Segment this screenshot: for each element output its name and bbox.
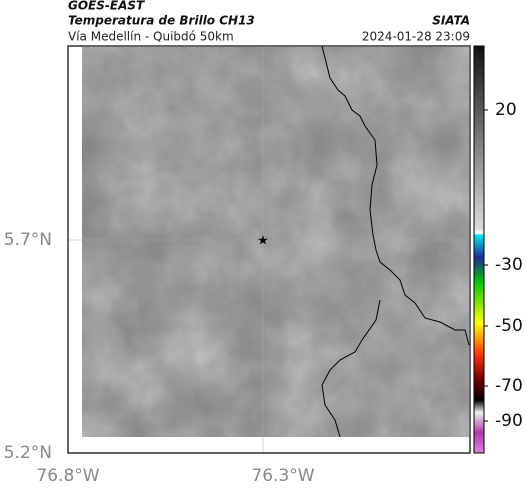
product: GOES-EAST	[68, 0, 145, 13]
map-frame	[67, 45, 471, 454]
colorbar-tick-label: -90	[495, 411, 523, 431]
location-marker: ★	[257, 234, 269, 249]
labels: 5.7°N 5.2°N 76.8°W 76.3°W 20 -30 -50 -70 -90	[4, 100, 523, 486]
colorbar-tick-label: -50	[495, 316, 523, 336]
lat-tick-label: 5.2°N	[4, 443, 52, 463]
region: Vía Medellín - Quibdó 50km	[68, 30, 234, 44]
lat-tick-label: 5.7°N	[4, 230, 52, 250]
variable: Temperatura de Brillo CH13	[68, 14, 255, 28]
boundary	[321, 45, 470, 438]
colorbar	[473, 45, 485, 454]
lon-tick-label: 76.3°W	[251, 466, 314, 486]
datetime: 2024-01-28 23:09	[362, 30, 470, 44]
colorbar-tick-label: 20	[495, 100, 517, 120]
source: SIATA	[432, 14, 470, 28]
image-texture	[82, 47, 469, 437]
lon-tick-label: 76.8°W	[36, 466, 99, 486]
colorbar-tick-label: -30	[495, 255, 523, 275]
colorbar-tick-label: -70	[495, 376, 523, 396]
